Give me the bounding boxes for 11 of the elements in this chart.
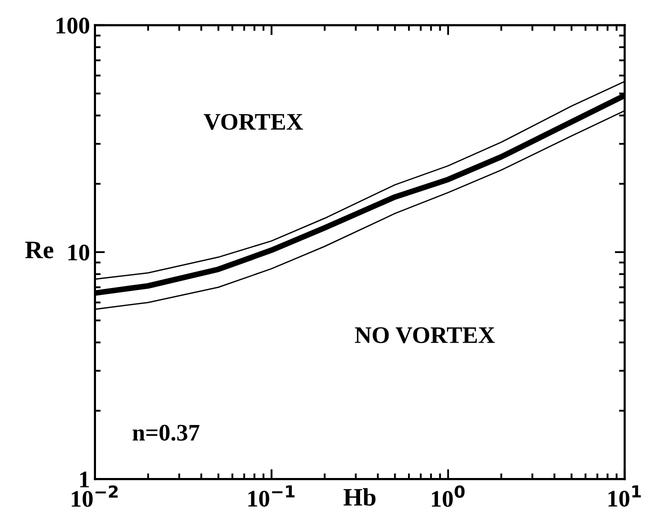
- annotation: VORTEX: [204, 114, 303, 130]
- y-tick-label: 1: [80, 472, 89, 488]
- annotation: NO VORTEX: [354, 327, 495, 344]
- annotation: n=0.37: [132, 424, 200, 441]
- x-tick-label: 10$^{1}$: [608, 485, 641, 507]
- y-tick-label: 100: [56, 18, 90, 34]
- x-tick-label: 10$^{−1}$: [248, 485, 295, 507]
- x-axis-title: Hb: [344, 488, 376, 506]
- x-tick-label: 10$^{0}$: [432, 485, 465, 507]
- y-tick-label: 10: [68, 244, 90, 261]
- y-axis-title: Re: [25, 242, 54, 258]
